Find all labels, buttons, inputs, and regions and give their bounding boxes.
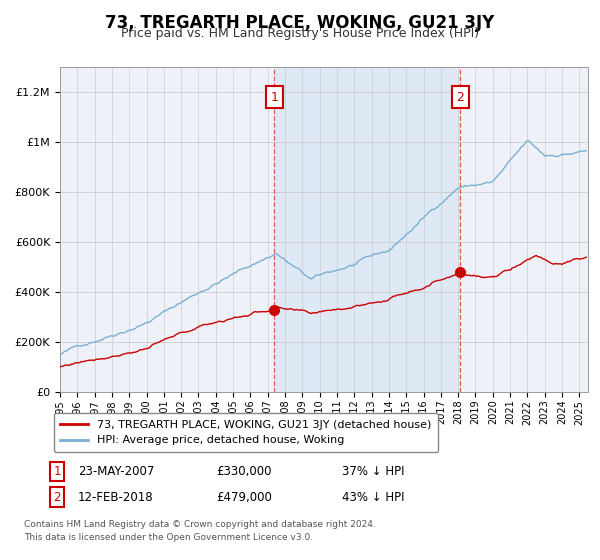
Text: 12-FEB-2018: 12-FEB-2018 — [78, 491, 154, 504]
Text: Price paid vs. HM Land Registry's House Price Index (HPI): Price paid vs. HM Land Registry's House … — [121, 27, 479, 40]
Text: This data is licensed under the Open Government Licence v3.0.: This data is licensed under the Open Gov… — [24, 533, 313, 542]
Text: 73, TREGARTH PLACE, WOKING, GU21 3JY: 73, TREGARTH PLACE, WOKING, GU21 3JY — [106, 14, 494, 32]
Text: 1: 1 — [53, 465, 61, 478]
Text: 23-MAY-2007: 23-MAY-2007 — [78, 465, 154, 478]
Text: 37% ↓ HPI: 37% ↓ HPI — [342, 465, 404, 478]
Legend: 73, TREGARTH PLACE, WOKING, GU21 3JY (detached house), HPI: Average price, detac: 73, TREGARTH PLACE, WOKING, GU21 3JY (de… — [53, 413, 438, 452]
Text: 2: 2 — [457, 91, 464, 104]
Text: 43% ↓ HPI: 43% ↓ HPI — [342, 491, 404, 504]
Text: 2: 2 — [53, 491, 61, 504]
Text: £479,000: £479,000 — [216, 491, 272, 504]
Bar — [274, 67, 460, 392]
Text: Contains HM Land Registry data © Crown copyright and database right 2024.: Contains HM Land Registry data © Crown c… — [24, 520, 376, 529]
Text: 1: 1 — [271, 91, 278, 104]
Text: £330,000: £330,000 — [216, 465, 271, 478]
